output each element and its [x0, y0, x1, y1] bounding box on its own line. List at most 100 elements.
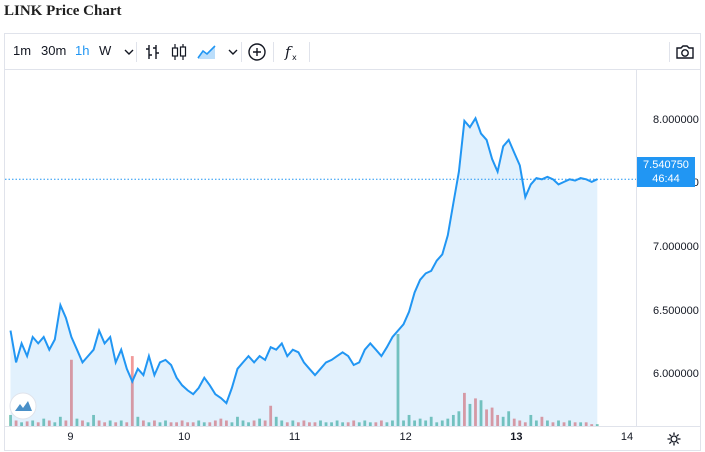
volume-bar — [180, 420, 184, 426]
volume-bar — [391, 420, 394, 426]
time-axis-border — [5, 426, 700, 427]
add-circle-icon[interactable] — [245, 40, 269, 64]
interval-1m-button[interactable]: 1m — [13, 43, 32, 58]
volume-bar — [357, 422, 361, 426]
volume-bar — [368, 422, 372, 426]
volume-bar — [568, 420, 571, 426]
toolbar-divider — [241, 42, 242, 62]
volume-bar — [141, 420, 145, 426]
volume-bar — [352, 420, 356, 426]
volume-bar — [346, 422, 350, 426]
volume-bar — [435, 422, 439, 426]
volume-bar — [313, 422, 317, 426]
volume-bar — [58, 416, 62, 426]
volume-bar — [308, 422, 311, 426]
volume-bar — [429, 416, 433, 426]
volume-bar — [291, 420, 295, 426]
volume-bar — [9, 414, 12, 426]
time-tick-label: 9 — [67, 431, 74, 443]
volume-bar — [379, 420, 383, 426]
volume-bar — [125, 422, 129, 426]
toolbar-divider — [669, 42, 670, 62]
time-tick-label: 11 — [288, 431, 301, 443]
volume-bar — [230, 422, 234, 426]
chart-toolbar: 1m 30m 1h W f x — [5, 34, 700, 70]
volume-bar — [285, 422, 289, 426]
volume-bar — [153, 420, 156, 426]
chevron-down-icon[interactable] — [117, 40, 141, 64]
volume-bar — [164, 420, 167, 426]
volume-bar — [474, 398, 477, 426]
gear-icon[interactable] — [665, 431, 683, 447]
volume-bar — [169, 422, 173, 426]
interval-30m-button[interactable]: 30m — [41, 43, 67, 58]
volume-bar — [363, 420, 367, 426]
volume-bar — [501, 416, 505, 426]
time-tick-label: 10 — [178, 431, 191, 443]
volume-bar — [440, 420, 444, 426]
tradingview-logo-icon[interactable] — [9, 392, 37, 420]
volume-bar — [119, 420, 123, 426]
volume-bar — [241, 420, 245, 426]
volume-bar — [136, 416, 140, 426]
volume-bar — [31, 420, 35, 426]
time-tick-label: 12 — [399, 431, 412, 443]
volume-bar — [258, 418, 262, 426]
interval-w-button[interactable]: W — [99, 43, 112, 58]
volume-bar — [202, 422, 206, 426]
volume-bar — [236, 416, 239, 426]
price-tick-label: 8.000000 — [653, 113, 699, 126]
volume-bar — [413, 420, 416, 426]
price-tick-label: 7.000000 — [653, 241, 699, 253]
volume-bar — [540, 416, 544, 426]
page-title: LINK Price Chart — [4, 3, 122, 19]
volume-bar — [86, 422, 90, 426]
volume-bar — [14, 420, 18, 426]
volume-bar — [551, 422, 555, 426]
candlestick-icon[interactable] — [167, 40, 191, 64]
volume-bar — [595, 424, 599, 426]
volume-bar — [523, 422, 527, 426]
bar-chart-icon[interactable] — [141, 40, 165, 64]
price-line — [9, 116, 598, 405]
svg-text:x: x — [292, 53, 297, 62]
price-chart[interactable] — [5, 70, 700, 450]
volume-bar — [324, 422, 328, 426]
volume-bar — [213, 420, 217, 426]
volume-bar — [247, 422, 250, 426]
volume-bar — [108, 420, 112, 426]
volume-bar — [25, 421, 29, 426]
volume-bar — [407, 414, 411, 426]
volume-bar — [75, 418, 79, 426]
volume-bar — [269, 405, 273, 426]
volume-bar — [274, 416, 278, 426]
area-chart-icon[interactable] — [195, 40, 219, 64]
volume-bar — [186, 422, 190, 426]
toolbar-divider — [273, 42, 274, 62]
volume-bar — [385, 422, 389, 426]
volume-bar — [341, 422, 345, 426]
toolbar-divider — [136, 42, 137, 62]
volume-bar — [507, 411, 511, 426]
volume-bar — [451, 414, 455, 426]
volume-bar — [158, 422, 162, 426]
volume-bar — [396, 334, 400, 426]
volume-bar — [53, 422, 57, 426]
volume-bar — [512, 418, 516, 426]
volume-bar — [42, 418, 46, 426]
interval-1h-button[interactable]: 1h — [75, 43, 90, 58]
camera-icon[interactable] — [673, 40, 697, 64]
price-area-fill — [10, 118, 598, 427]
volume-bar — [280, 420, 284, 426]
volume-bar — [446, 418, 450, 426]
volume-bar — [175, 422, 178, 426]
bar-countdown: 46:44 — [652, 173, 680, 185]
volume-bar — [36, 422, 40, 426]
chevron-down-icon[interactable] — [221, 40, 245, 64]
volume-bar — [47, 420, 51, 426]
volume-bar — [479, 400, 483, 426]
last-price-value: 7.540750 — [643, 159, 689, 171]
volume-bar — [496, 414, 500, 426]
function-icon[interactable]: f x — [279, 40, 303, 64]
volume-bar — [302, 420, 306, 426]
